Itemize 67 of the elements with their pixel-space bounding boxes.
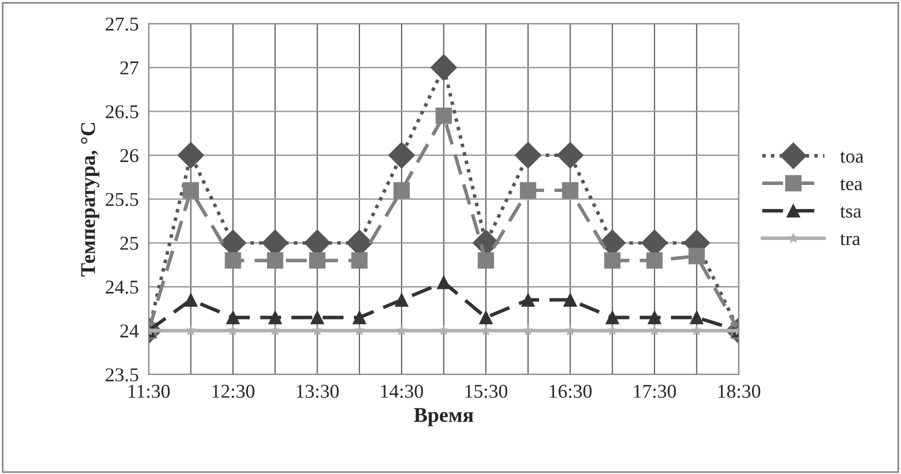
point (648, 310, 662, 324)
point (352, 310, 366, 324)
y-tick-label: 25.5 (106, 192, 138, 206)
point (228, 325, 238, 336)
y-tick-label: 23.5 (106, 368, 138, 382)
x-tick-label: 15:30 (465, 384, 508, 398)
point (436, 108, 452, 124)
point (521, 293, 535, 307)
point (514, 142, 542, 169)
x-tick-label: 11:30 (128, 384, 170, 398)
legend-label: toa (840, 152, 864, 163)
point (438, 325, 449, 336)
point (606, 310, 620, 324)
point (436, 276, 451, 290)
legend-label: tea (840, 179, 862, 190)
point (562, 182, 578, 198)
point (480, 325, 492, 336)
y-axis-title: Температура, °C (81, 122, 100, 276)
point (604, 252, 621, 269)
x-tick-label: 13:30 (296, 384, 339, 398)
y-tick-label: 26 (120, 149, 138, 162)
point (396, 325, 407, 336)
point (388, 142, 415, 169)
x-tick-label: 17:30 (634, 384, 676, 398)
x-tick-label: 12:30 (212, 384, 254, 398)
point (394, 293, 408, 307)
y-tick-label: 25 (120, 236, 138, 250)
point (182, 182, 199, 198)
point (178, 142, 204, 169)
point (270, 325, 280, 336)
y-tick-label: 26.5 (106, 105, 138, 118)
point (565, 325, 576, 336)
point (692, 325, 702, 336)
x-axis-title: Время (414, 408, 474, 426)
point (690, 310, 704, 324)
point (224, 252, 242, 269)
point (478, 252, 494, 269)
y-tick-label: 24 (120, 324, 139, 338)
point (563, 293, 577, 307)
point (351, 252, 368, 269)
x-tick-label: 14:30 (381, 384, 423, 398)
point (266, 252, 284, 269)
point (688, 248, 705, 264)
y-tick-label: 27.5 (106, 18, 138, 31)
y-tick-label: 27 (120, 61, 138, 74)
point (607, 325, 618, 336)
point (393, 182, 410, 198)
point (184, 293, 198, 307)
point (430, 54, 458, 81)
point (556, 142, 584, 169)
point (186, 325, 196, 336)
point (649, 325, 660, 336)
x-tick-label: 16:30 (550, 384, 592, 398)
y-tick-label: 24.5 (106, 280, 138, 294)
point (354, 325, 365, 336)
point (646, 252, 663, 269)
point (522, 325, 534, 336)
point (520, 182, 536, 198)
point (226, 310, 240, 324)
point (310, 310, 324, 324)
point (312, 325, 322, 336)
legend-label: tra (840, 234, 860, 246)
point (268, 310, 282, 324)
point (309, 252, 326, 269)
x-tick-label: 18:30 (718, 384, 760, 398)
legend-label: tsa (840, 206, 862, 218)
point (479, 310, 493, 324)
